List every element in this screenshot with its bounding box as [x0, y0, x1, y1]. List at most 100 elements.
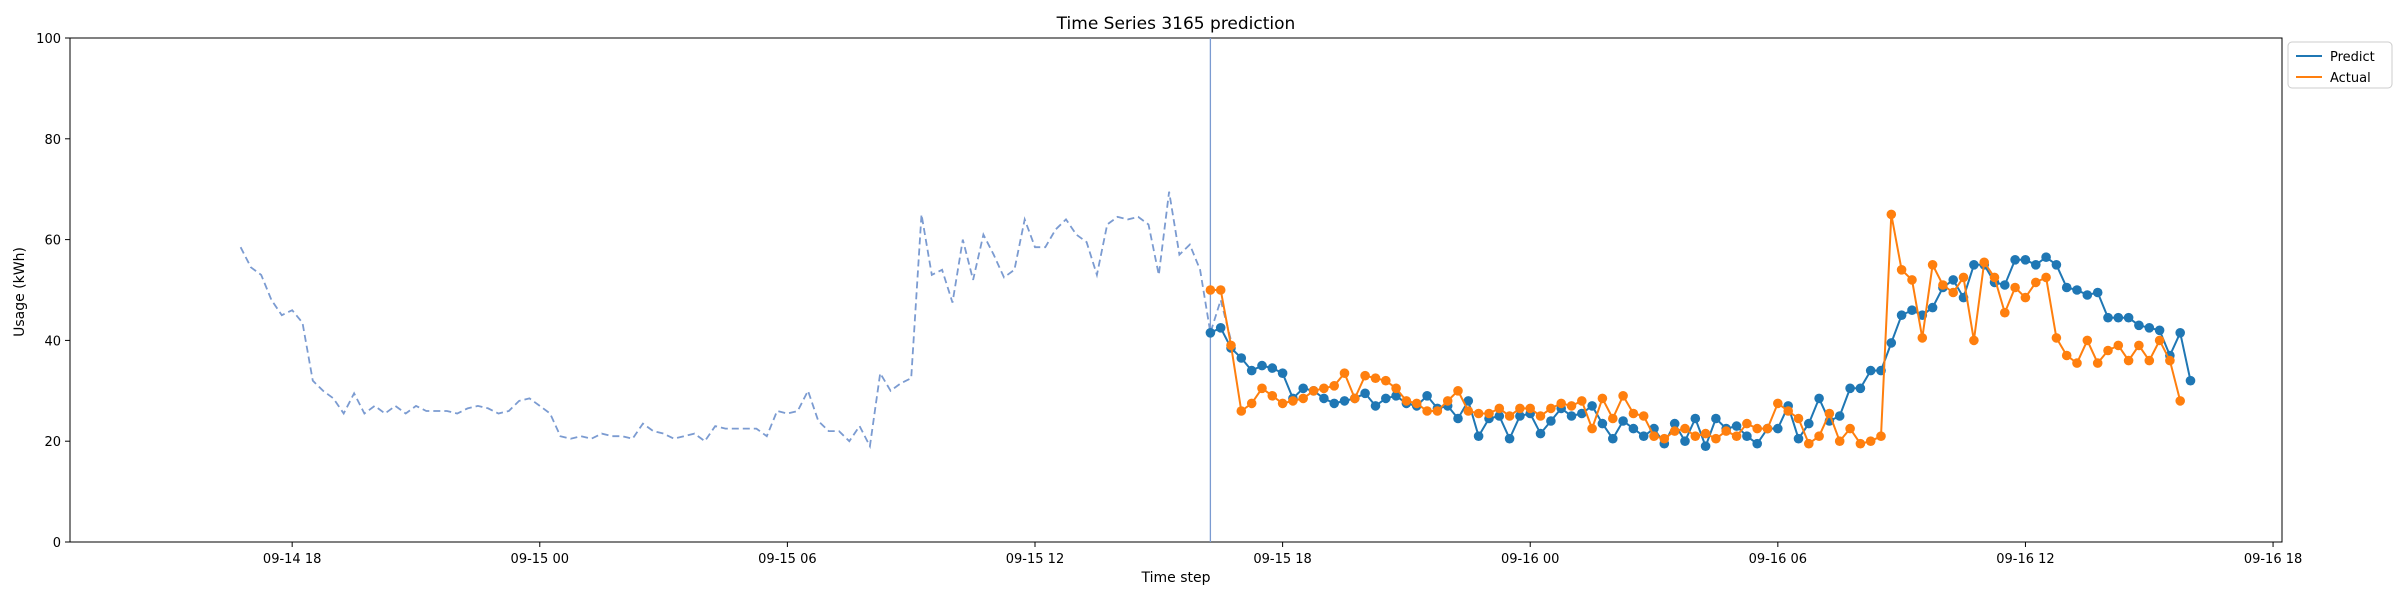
actual-data-point — [1577, 396, 1587, 406]
predict-data-point — [1845, 383, 1855, 394]
predict-data-point — [1896, 310, 1907, 321]
x-tick-label: 09-15 18 — [1253, 552, 1311, 567]
predict-data-point — [1886, 338, 1897, 348]
actual-data-point — [1525, 403, 1535, 414]
actual-data-point — [2134, 340, 2144, 351]
predict-data-point — [2134, 320, 2144, 331]
actual-data-point — [1329, 381, 1339, 391]
y-tick-label: 0 — [53, 536, 61, 551]
actual-data-point — [1484, 408, 1494, 419]
predict-data-point — [1948, 275, 1958, 285]
plot-frame — [69, 37, 2283, 543]
predict-data-point — [1236, 353, 1247, 363]
actual-data-point — [1267, 391, 1278, 401]
predict-data-point — [1814, 393, 1824, 404]
predict-data-point — [1473, 431, 1484, 442]
actual-data-point — [1742, 418, 1752, 429]
plot-area: 0 20 40 60 80 100 09-14 18 09-15 00 09-15 06 09-1… — [36, 32, 2302, 567]
predict-data-point — [1463, 396, 1474, 406]
actual-data-point — [2144, 355, 2155, 366]
actual-data-point — [1731, 431, 1742, 442]
predict-data-point — [1804, 418, 1814, 429]
actual-data-point — [1917, 333, 1928, 343]
actual-data-point — [1319, 383, 1329, 394]
actual-data-point — [1948, 287, 1958, 298]
predict-data-point — [2061, 282, 2072, 293]
predict-data-point — [1907, 305, 1917, 316]
actual-data-point — [1442, 396, 1453, 406]
actual-data-point — [2103, 345, 2113, 356]
y-tick-label: 20 — [44, 435, 61, 450]
predict-data-point — [1618, 416, 1628, 426]
predict-data-point — [1638, 431, 1649, 442]
predict-data-point — [2000, 280, 2010, 290]
actual-data-point — [1969, 335, 1979, 346]
actual-data-point — [2041, 272, 2051, 283]
predict-data-point — [1319, 393, 1329, 404]
actual-data-point — [1649, 431, 1659, 442]
chart-title: Time Series 3165 prediction — [1056, 14, 1296, 34]
predict-data-point — [2185, 375, 2196, 386]
predict-data-point — [1597, 418, 1608, 429]
predict-data-point — [2113, 312, 2124, 323]
actual-data-point — [1927, 260, 1938, 270]
actual-data-point — [2113, 340, 2124, 351]
actual-data-point — [1855, 438, 1866, 449]
actual-data-point — [1288, 396, 1298, 406]
predict-data-point — [1494, 411, 1505, 421]
actual-data-point — [2154, 335, 2165, 346]
actual-data-point — [1979, 257, 1989, 268]
actual-data-point — [1566, 401, 1577, 411]
predict-data-point — [1855, 383, 1866, 394]
actual-data-point — [2051, 333, 2062, 343]
actual-data-point — [1834, 436, 1845, 447]
actual-data-point — [1608, 413, 1618, 424]
predict-data-point — [2154, 325, 2165, 336]
actual-data-point — [2061, 350, 2072, 361]
x-axis-label: Time step — [1141, 570, 1211, 586]
actual-data-point — [1587, 423, 1597, 434]
predict-data-point — [1277, 368, 1288, 379]
actual-data-point — [1535, 411, 1546, 421]
actual-data-point — [1463, 406, 1474, 416]
y-tick-label: 100 — [36, 32, 61, 47]
predict-series-line — [1209, 255, 2192, 450]
legend-label-actual: Actual — [2330, 71, 2371, 86]
actual-data-point — [1298, 393, 1308, 404]
actual-data-point — [1339, 368, 1350, 379]
actual-data-point — [1669, 426, 1680, 436]
actual-data-point — [1515, 403, 1525, 414]
predict-data-point — [1339, 396, 1350, 406]
predict-data-point — [2123, 312, 2134, 323]
predict-data-point — [1742, 431, 1752, 442]
actual-data-point — [1381, 375, 1391, 386]
actual-data-point — [1205, 285, 1216, 295]
actual-data-point — [1907, 275, 1917, 285]
actual-data-point — [1793, 413, 1804, 424]
predict-data-point — [2175, 328, 2185, 338]
actual-data-point — [2000, 307, 2010, 318]
actual-data-point — [1762, 423, 1773, 434]
predict-data-point — [1546, 416, 1556, 426]
actual-data-point — [1618, 391, 1628, 401]
history-line — [239, 191, 1232, 450]
actual-data-point — [1711, 433, 1721, 444]
y-tick-label: 60 — [44, 234, 61, 249]
predict-data-point — [1969, 260, 1979, 270]
predict-data-point — [2092, 287, 2103, 298]
actual-data-point — [2072, 358, 2082, 368]
legend: Predict Actual — [2287, 41, 2393, 89]
predict-data-point — [1752, 438, 1762, 449]
predict-data-point — [1267, 363, 1278, 373]
actual-data-point — [1597, 393, 1608, 404]
actual-data-point — [2175, 396, 2185, 406]
predict-data-point — [1298, 383, 1308, 394]
actual-data-point — [1628, 408, 1639, 419]
actual-data-point — [1700, 428, 1711, 439]
x-tick-label: 09-16 06 — [1749, 552, 1807, 567]
predict-data-point — [1587, 401, 1597, 411]
predict-data-point — [2051, 260, 2062, 270]
predict-data-point — [1711, 413, 1721, 424]
predict-data-point — [1391, 391, 1401, 401]
